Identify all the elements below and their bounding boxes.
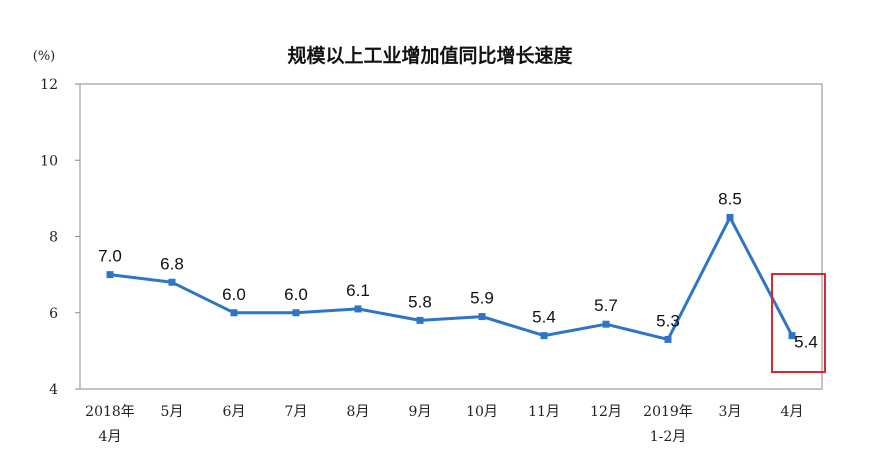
data-label: 5.7 bbox=[594, 296, 618, 315]
x-tick-label: 3月 bbox=[719, 404, 742, 420]
x-tick-label: 10月 bbox=[466, 404, 498, 420]
data-label: 7.0 bbox=[98, 247, 122, 266]
x-tick-label: 9月 bbox=[409, 404, 432, 420]
data-label: 5.8 bbox=[408, 292, 432, 311]
y-tick-label: 6 bbox=[49, 306, 58, 322]
x-tick-label: 2019年 bbox=[643, 404, 693, 420]
chart-title: 规模以上工业增加值同比增长速度 bbox=[287, 44, 573, 67]
y-tick-label: 12 bbox=[40, 77, 58, 93]
series-line-group bbox=[106, 213, 796, 343]
data-label: 5.4 bbox=[794, 333, 818, 352]
data-labels: 7.0 6.8 6.0 6.0 6.1 5.8 5.9 5.4 5.7 5.3 8.5 5.4 bbox=[98, 189, 818, 351]
data-point bbox=[354, 305, 362, 313]
x-tick-label: 12月 bbox=[590, 404, 622, 420]
data-label: 5.9 bbox=[470, 289, 494, 308]
data-label: 5.3 bbox=[656, 311, 680, 330]
data-point bbox=[602, 320, 610, 328]
data-label: 6.0 bbox=[284, 285, 308, 304]
x-tick-label: 2018年 bbox=[85, 404, 135, 420]
data-point bbox=[788, 332, 796, 340]
series-line bbox=[109, 215, 794, 341]
x-tick-label-line2: 1-2月 bbox=[650, 429, 687, 445]
y-axis-ticks: 4 6 8 10 12 bbox=[40, 77, 80, 398]
data-label: 6.8 bbox=[160, 254, 184, 273]
y-tick-label: 8 bbox=[49, 230, 58, 246]
data-point bbox=[664, 335, 672, 343]
data-label: 6.0 bbox=[222, 285, 246, 304]
data-point bbox=[230, 309, 238, 317]
x-tick-label: 11月 bbox=[528, 404, 560, 420]
x-tick-label: 6月 bbox=[223, 404, 246, 420]
data-point bbox=[478, 313, 486, 321]
data-label: 8.5 bbox=[718, 189, 742, 208]
x-axis-ticks: 2018年 4月 5月 6月 7月 8月 9月 10月 11月 12月 2019年 1-2月 3月 4月 bbox=[85, 404, 803, 445]
data-point bbox=[416, 316, 424, 324]
plot-frame bbox=[79, 83, 823, 390]
x-tick-label: 7月 bbox=[285, 404, 308, 420]
data-point bbox=[106, 271, 114, 279]
highlight-box bbox=[771, 273, 826, 373]
data-point bbox=[726, 213, 734, 221]
data-label: 5.4 bbox=[532, 308, 556, 327]
x-tick-label: 8月 bbox=[347, 404, 370, 420]
data-point bbox=[292, 309, 300, 317]
x-tick-label: 5月 bbox=[161, 404, 184, 420]
data-label: 6.1 bbox=[346, 281, 370, 300]
x-tick-label: 4月 bbox=[781, 404, 804, 420]
x-tick-label-line2: 4月 bbox=[99, 429, 122, 445]
data-point bbox=[540, 332, 548, 340]
y-tick-label: 4 bbox=[49, 382, 58, 398]
data-point bbox=[168, 278, 176, 286]
y-tick-label: 10 bbox=[40, 153, 58, 169]
y-unit-label: (%) bbox=[33, 49, 56, 64]
